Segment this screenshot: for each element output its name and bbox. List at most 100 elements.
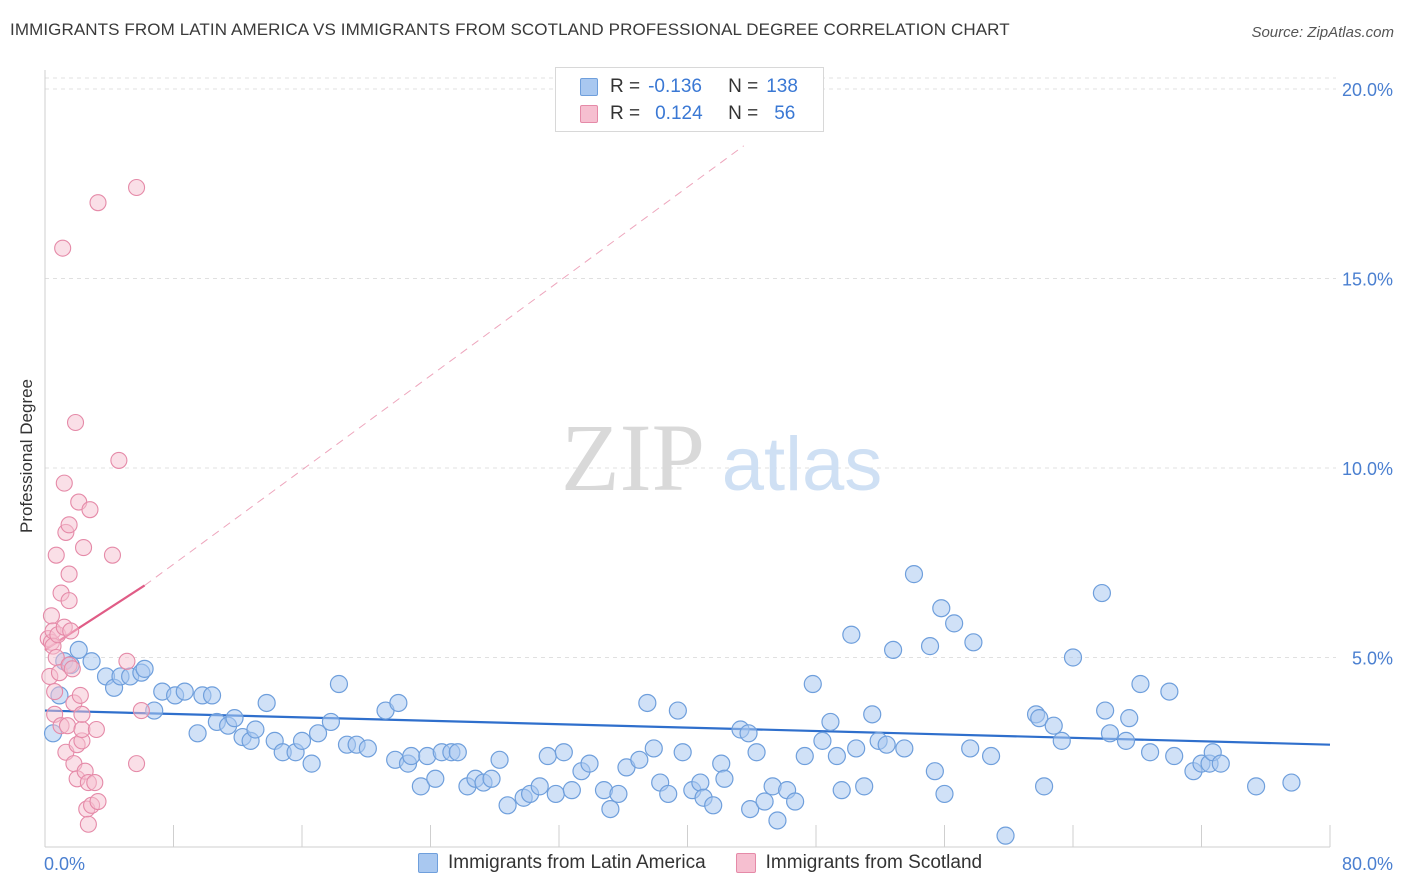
data-point-latin-america xyxy=(827,746,846,766)
data-point-scotland xyxy=(128,178,146,197)
data-point-latin-america xyxy=(847,739,866,758)
data-point-latin-america xyxy=(673,743,692,762)
data-point-latin-america xyxy=(1034,777,1054,796)
series-legend-latin-america[interactable]: Immigrants from Latin America xyxy=(418,852,706,874)
data-point-latin-america xyxy=(321,712,341,732)
data-point-latin-america xyxy=(821,712,840,732)
data-point-scotland xyxy=(63,660,81,678)
data-point-latin-america xyxy=(601,799,620,819)
series-legend: Immigrants from Latin America Immigrants… xyxy=(418,852,1012,874)
data-point-latin-america xyxy=(402,746,421,766)
data-point-latin-america xyxy=(755,792,774,811)
data-point-latin-america xyxy=(768,811,787,830)
data-point-latin-america xyxy=(246,720,265,739)
legend-n-label: N = xyxy=(728,103,759,124)
data-point-latin-america xyxy=(741,799,760,819)
legend-r-label: R = xyxy=(610,76,641,97)
data-point-scotland xyxy=(60,592,78,610)
data-point-scotland xyxy=(42,607,60,625)
data-point-latin-america xyxy=(389,693,408,713)
data-point-latin-america xyxy=(1140,743,1160,762)
data-point-scotland xyxy=(46,683,64,701)
data-point-latin-america xyxy=(1131,674,1150,694)
data-point-latin-america xyxy=(1160,682,1179,701)
y-tick-label: 10.0% xyxy=(1342,459,1393,479)
chart-title: IMMIGRANTS FROM LATIN AMERICA VS IMMIGRA… xyxy=(10,20,1010,39)
data-point-scotland xyxy=(79,815,97,833)
legend-swatch-pink xyxy=(580,105,598,123)
data-point-latin-america xyxy=(292,731,312,750)
data-point-latin-america xyxy=(668,701,687,720)
data-point-latin-america xyxy=(747,743,766,762)
correlation-legend: R = -0.136 N = 138 R = 0.124 N = 56 xyxy=(555,67,824,132)
data-point-latin-america xyxy=(630,750,649,769)
data-point-latin-america xyxy=(932,599,951,618)
legend-r-value: 0.124 xyxy=(655,103,703,124)
data-point-latin-america xyxy=(490,750,509,769)
data-point-latin-america xyxy=(358,739,377,758)
y-tick-label: 20.0% xyxy=(1342,80,1393,100)
legend-r-value: -0.136 xyxy=(648,76,702,97)
data-point-latin-america xyxy=(1211,754,1230,773)
data-point-latin-america xyxy=(832,781,851,800)
legend-row-scotland: R = 0.124 N = 56 xyxy=(580,102,795,126)
data-point-latin-america xyxy=(1165,746,1184,766)
data-point-scotland xyxy=(87,720,105,739)
data-point-scotland xyxy=(73,720,91,739)
data-point-scotland xyxy=(60,565,78,583)
y-tick-label: 15.0% xyxy=(1342,269,1393,289)
data-point-latin-america xyxy=(1100,724,1120,743)
data-point-latin-america xyxy=(803,674,822,694)
data-point-scotland xyxy=(75,539,93,557)
data-point-latin-america xyxy=(482,769,501,788)
data-point-latin-america xyxy=(877,735,896,754)
data-point-latin-america xyxy=(691,773,710,792)
x-tick-label: 0.0% xyxy=(44,854,85,874)
legend-r-label: R = xyxy=(610,103,641,124)
data-point-latin-america xyxy=(964,633,983,652)
data-point-latin-america xyxy=(981,746,1001,766)
data-point-latin-america xyxy=(135,659,154,678)
data-point-latin-america xyxy=(538,746,557,766)
x-tick-label: 80.0% xyxy=(1342,854,1393,874)
data-point-latin-america xyxy=(308,724,328,743)
data-point-latin-america xyxy=(554,743,573,762)
y-tick-label: 5.0% xyxy=(1352,648,1393,668)
data-point-latin-america xyxy=(257,693,276,713)
series-legend-scotland[interactable]: Immigrants from Scotland xyxy=(735,852,983,874)
data-point-latin-america xyxy=(1096,701,1115,720)
data-point-scotland xyxy=(62,622,80,640)
data-point-latin-america xyxy=(895,739,914,758)
data-point-latin-america xyxy=(786,792,805,811)
data-point-latin-america xyxy=(925,762,944,781)
legend-n-label: N = xyxy=(728,76,759,97)
data-point-latin-america xyxy=(920,637,940,656)
legend-row-latin-america: R = -0.136 N = 138 xyxy=(580,75,798,99)
data-point-latin-america xyxy=(225,709,244,728)
series-legend-label: Immigrants from Scotland xyxy=(765,852,983,873)
data-point-latin-america xyxy=(904,565,924,584)
data-point-latin-america xyxy=(546,784,565,804)
data-point-latin-america xyxy=(996,826,1015,845)
data-point-latin-america xyxy=(426,769,445,788)
data-point-latin-america xyxy=(1092,583,1112,603)
trend-line-scotland-extension xyxy=(144,145,745,586)
data-point-latin-america xyxy=(855,777,874,796)
data-point-latin-america xyxy=(69,640,88,660)
data-point-latin-america xyxy=(739,724,758,743)
legend-swatch-blue xyxy=(418,853,438,873)
watermark-atlas: atlas xyxy=(722,422,883,507)
data-point-latin-america xyxy=(175,682,194,701)
data-point-scotland xyxy=(103,546,122,564)
data-point-scotland xyxy=(132,702,150,720)
data-point-scotland xyxy=(118,652,136,670)
data-point-latin-america xyxy=(715,769,734,788)
data-point-latin-america xyxy=(302,754,321,773)
data-point-latin-america xyxy=(82,652,101,671)
data-point-latin-america xyxy=(704,796,723,815)
data-point-scotland xyxy=(81,501,99,519)
data-point-scotland xyxy=(73,705,91,723)
data-point-scotland xyxy=(60,516,78,534)
data-point-latin-america xyxy=(883,640,903,660)
